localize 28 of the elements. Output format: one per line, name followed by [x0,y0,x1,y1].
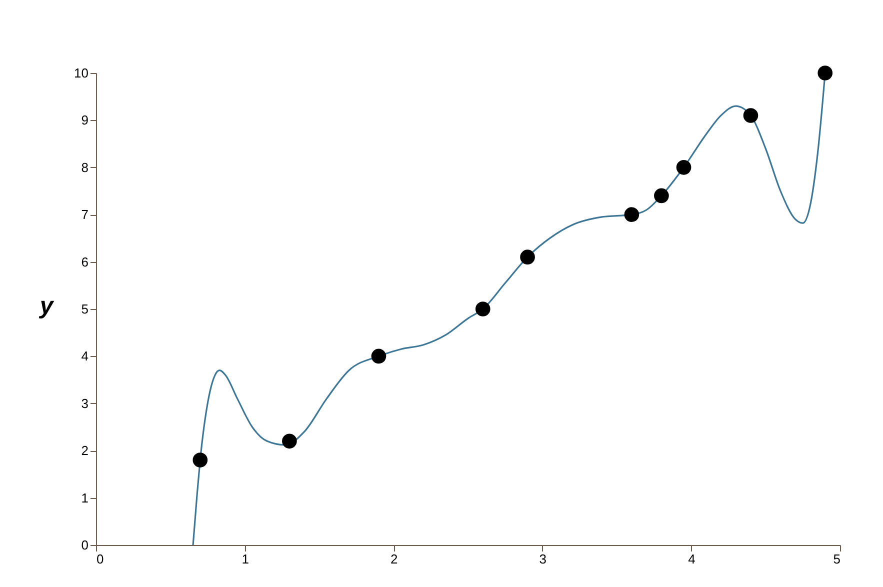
point [475,302,490,316]
point [818,66,833,80]
y-tick-label: 9 [81,112,88,128]
y-tick-label: 8 [81,160,88,175]
point [371,348,386,364]
y-tick-label: 1 [81,490,88,506]
x-tick-label: 0 [96,552,104,566]
point [654,188,669,204]
x-tick-label: 1 [242,552,249,566]
y-tick-label: 5 [81,302,88,316]
y-tick-label: 0 [81,538,88,552]
y-tick-label: 7 [81,207,88,222]
point [743,108,758,123]
point [192,452,208,468]
point [676,160,692,175]
x-tick-label: 4 [688,552,696,566]
x-tick-label: 2 [390,552,398,566]
y-tick-label: 6 [81,254,88,270]
y-tick-label: 4 [81,348,88,364]
x-tick-label: 3 [539,552,547,566]
x-tick-label: 5 [833,552,840,566]
point [282,434,297,449]
y-axis-title: y [38,292,55,320]
y-tick-label: 10 [74,66,88,80]
point [624,207,640,222]
y-tick-label: 2 [81,443,88,458]
point [520,250,535,264]
y-tick-label: 3 [81,396,88,411]
